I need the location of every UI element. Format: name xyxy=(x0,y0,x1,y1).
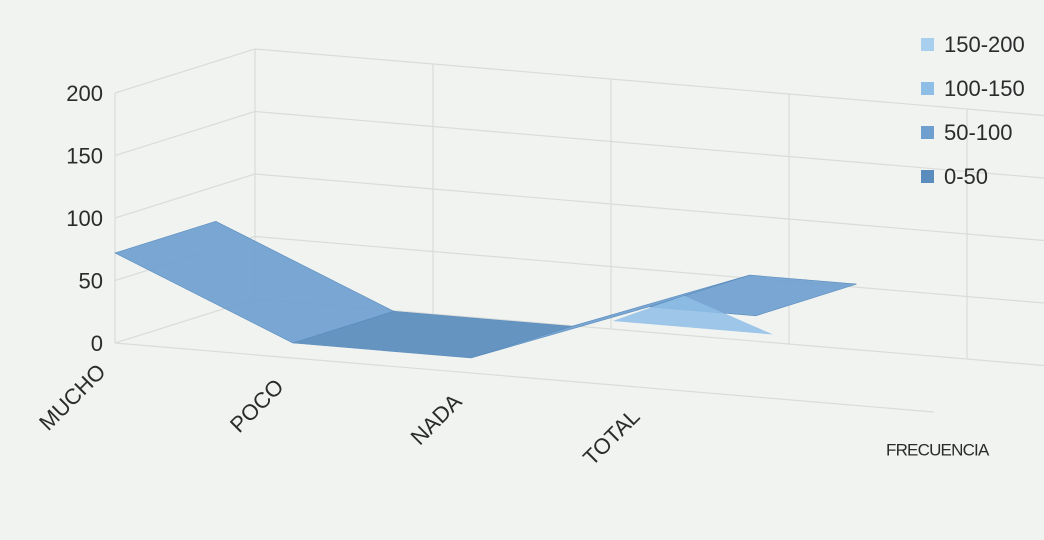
x-category-label: TOTAL xyxy=(578,404,644,470)
surface-plot xyxy=(114,220,857,359)
back-gridline xyxy=(254,235,1044,304)
legend-swatch xyxy=(921,82,934,95)
legend-swatch xyxy=(921,38,934,51)
legend-swatch xyxy=(921,170,934,183)
legend-label: 150-200 xyxy=(944,32,1025,57)
back-gridline xyxy=(254,173,1044,242)
x-category-label: NADA xyxy=(406,389,467,450)
back-gridline xyxy=(254,48,1044,117)
series-name-label: FRECUENCIA xyxy=(886,441,990,460)
gridlines xyxy=(114,48,1044,413)
back-gridline xyxy=(254,110,1044,179)
y-tick-label: 50 xyxy=(79,269,103,294)
x-axis-categories: MUCHO POCO NADA TOTAL xyxy=(34,359,644,470)
side-gridline xyxy=(114,110,256,157)
y-tick-label: 150 xyxy=(66,144,103,169)
y-tick-label: 100 xyxy=(66,206,103,231)
side-gridline xyxy=(114,48,256,94)
legend-label: 100-150 xyxy=(944,76,1025,101)
surface-peak-total xyxy=(612,295,773,335)
series-axis: FRECUENCIA xyxy=(886,441,991,460)
legend-label: 0-50 xyxy=(944,164,988,189)
y-axis-ticks: 0 50 100 150 200 xyxy=(66,81,103,356)
legend: 150-200 100-150 50-100 0-50 xyxy=(921,32,1025,189)
x-category-label: MUCHO xyxy=(34,359,110,435)
x-category-label: POCO xyxy=(225,374,288,437)
y-tick-label: 0 xyxy=(91,331,103,356)
legend-label: 50-100 xyxy=(944,120,1013,145)
y-tick-label: 200 xyxy=(66,81,103,106)
legend-swatch xyxy=(921,126,934,139)
side-gridline xyxy=(114,173,256,219)
floor-front-line xyxy=(114,342,934,413)
